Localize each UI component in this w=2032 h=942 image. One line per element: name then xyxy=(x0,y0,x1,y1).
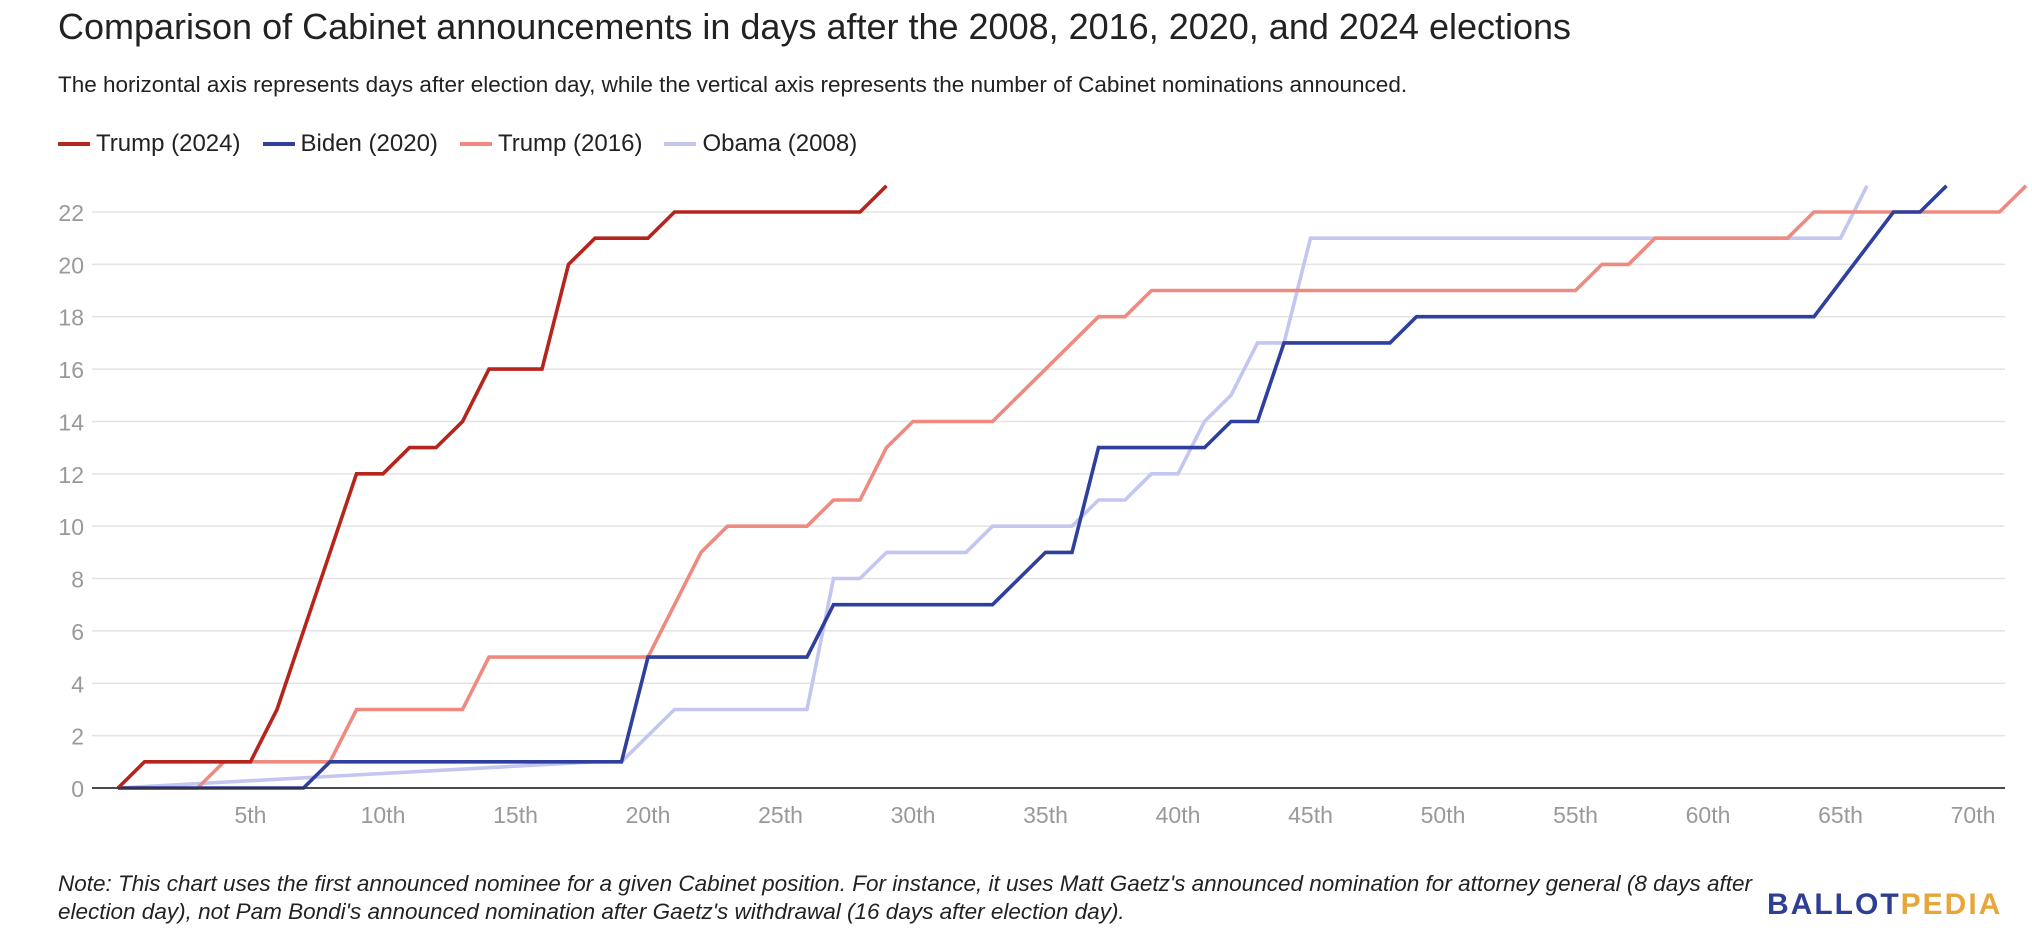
x-tick-label: 15th xyxy=(493,802,538,828)
x-tick-label: 30th xyxy=(891,802,936,828)
series-line-trump-2024 xyxy=(116,184,888,790)
y-tick-label: 2 xyxy=(71,724,84,750)
ballotpedia-logo: BALLOTPEDIA xyxy=(1767,888,2002,922)
y-tick-label: 14 xyxy=(58,409,84,435)
x-tick-label: 25th xyxy=(758,802,803,828)
y-tick-label: 20 xyxy=(58,252,84,278)
y-tick-label: 16 xyxy=(58,357,84,383)
x-tick-label: 55th xyxy=(1553,802,1598,828)
x-tick-label: 60th xyxy=(1686,802,1731,828)
y-tick-label: 6 xyxy=(71,619,84,645)
legend-item-trump-2024[interactable]: Trump (2024) xyxy=(58,130,241,158)
x-tick-label: 5th xyxy=(235,802,267,828)
legend-swatch xyxy=(459,142,492,146)
x-tick-label: 65th xyxy=(1818,802,1863,828)
y-tick-label: 4 xyxy=(71,671,84,697)
series-line-obama-2008 xyxy=(117,184,1869,790)
chart-area: 0 2 4 6 8 10 12 14 16 18 20 22 5th 10th 15th 20th 25th 30… xyxy=(0,180,2032,840)
x-tick-label: 40th xyxy=(1156,802,1201,828)
line-chart: 0 2 4 6 8 10 12 14 16 18 20 22 5th 10th 15th 20th 25th 30… xyxy=(58,184,2028,828)
legend-label: Trump (2024) xyxy=(96,130,241,157)
y-tick-label: 0 xyxy=(71,776,84,802)
legend-item-biden-2020[interactable]: Biden (2020) xyxy=(262,130,438,158)
logo-text-ballot: BALLOT xyxy=(1767,888,1901,921)
y-tick-label: 8 xyxy=(71,567,84,593)
legend-label: Obama (2008) xyxy=(702,130,858,157)
x-tick-label: 35th xyxy=(1023,802,1068,828)
legend-swatch xyxy=(262,142,295,146)
x-tick-label: 10th xyxy=(361,802,406,828)
x-tick-label: 50th xyxy=(1421,802,1466,828)
y-tick-label: 10 xyxy=(58,514,84,540)
logo-text-pedia: PEDIA xyxy=(1900,888,2003,921)
x-tick-label: 45th xyxy=(1288,802,1333,828)
x-tick-label: 20th xyxy=(626,802,671,828)
y-tick-label: 12 xyxy=(58,462,84,488)
series-line-biden-2020 xyxy=(118,184,1948,790)
chart-title: Comparison of Cabinet announcements in d… xyxy=(58,6,1572,47)
legend-item-trump-2016[interactable]: Trump (2016) xyxy=(459,130,643,158)
legend-item-obama-2008[interactable]: Obama (2008) xyxy=(664,130,857,158)
legend-label: Biden (2020) xyxy=(300,130,438,157)
footnote: Note: This chart uses the first announce… xyxy=(58,871,1752,924)
y-tick-label: 22 xyxy=(58,200,84,226)
legend-swatch xyxy=(58,142,90,146)
chart-subtitle: The horizontal axis represents days afte… xyxy=(58,72,1408,97)
chart-legend: Trump (2024) Biden (2020) Trump (2016) O… xyxy=(58,130,879,158)
series-line-trump-2016 xyxy=(118,184,2028,790)
y-tick-label: 18 xyxy=(58,305,84,331)
legend-swatch xyxy=(664,142,697,146)
legend-label: Trump (2016) xyxy=(497,130,643,157)
x-tick-label: 70th xyxy=(1951,802,1996,828)
